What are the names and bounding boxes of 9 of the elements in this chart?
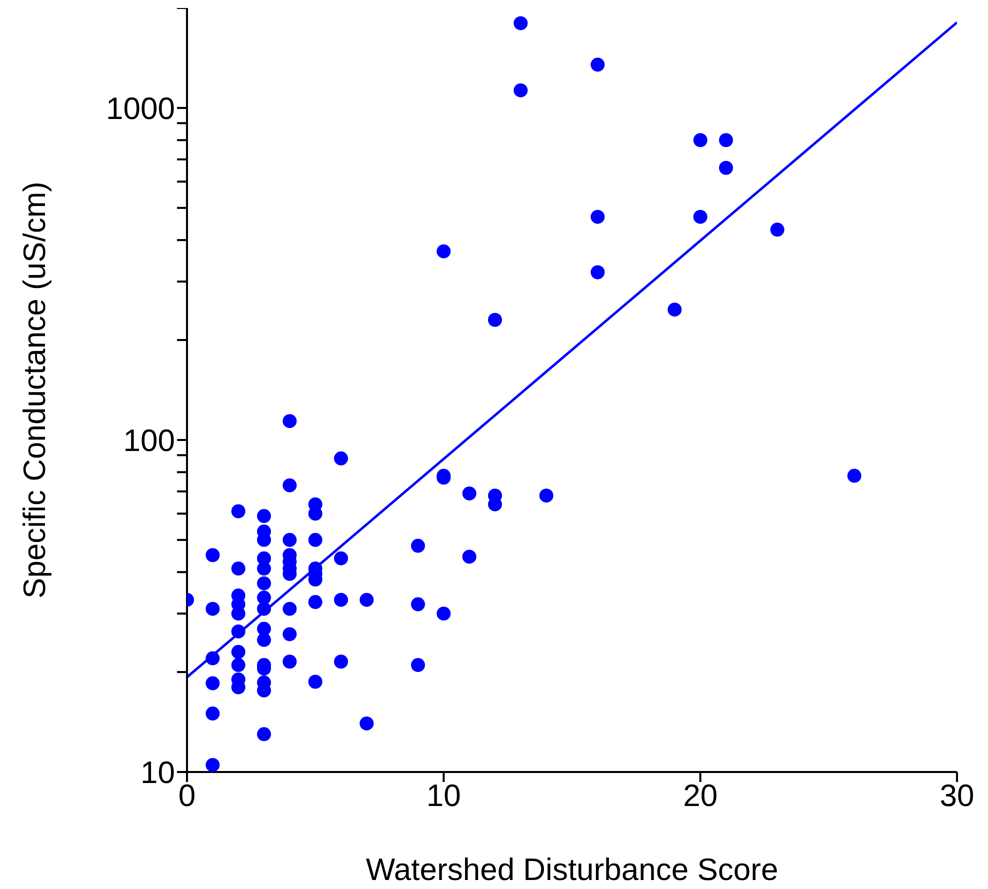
x-axis-title: Watershed Disturbance Score xyxy=(366,852,778,887)
y-tick-label: 10 xyxy=(140,755,175,790)
x-tick-label: 30 xyxy=(940,778,974,814)
x-tick-label: 10 xyxy=(426,778,461,814)
x-tick-label: 20 xyxy=(683,778,718,814)
y-axis-title: Specific Conductance (uS/cm) xyxy=(17,182,52,598)
y-tick-label: 1000 xyxy=(106,90,175,126)
x-tick-label: 0 xyxy=(178,778,196,814)
y-tick-label: 100 xyxy=(123,422,175,458)
